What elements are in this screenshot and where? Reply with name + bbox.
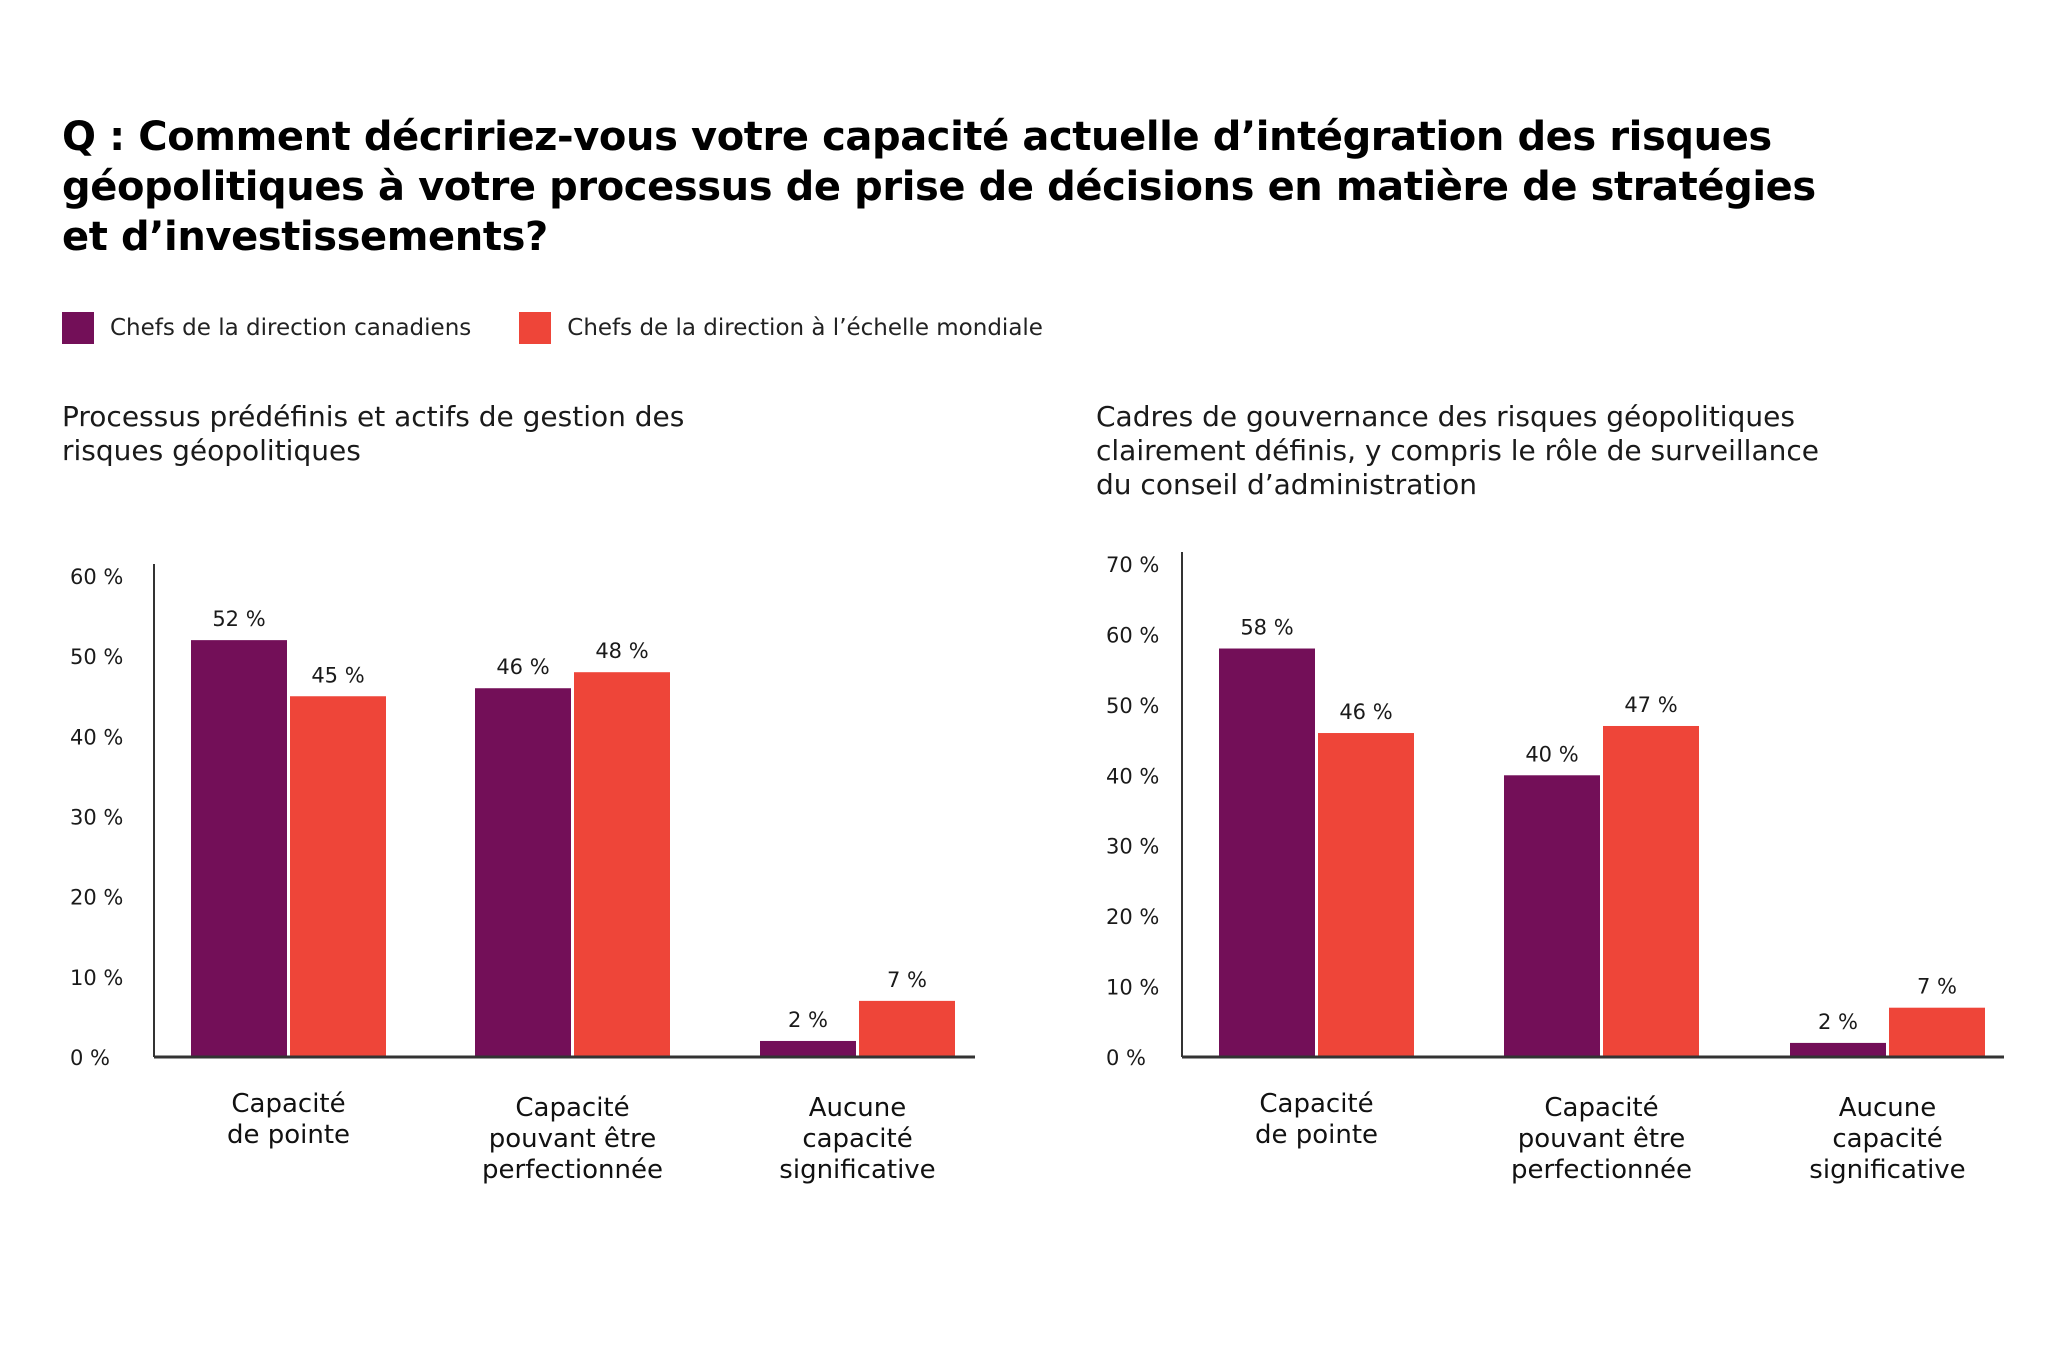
title-line: géopolitiques à votre processus de prise… xyxy=(62,164,1816,210)
y-tick-label: 20 % xyxy=(1106,905,1159,929)
value-label: 2 % xyxy=(788,1008,828,1032)
y-tick-label: 30 % xyxy=(70,806,123,830)
value-label: 7 % xyxy=(1917,975,1957,999)
value-label: 58 % xyxy=(1240,616,1293,640)
bar-canadian xyxy=(1790,1042,1886,1057)
x-category-label-line: Capacité xyxy=(515,1093,629,1123)
subtitle-line: risques géopolitiques xyxy=(62,434,361,467)
y-tick-label: 60 % xyxy=(70,565,123,589)
legend-swatch-canadian xyxy=(62,312,94,344)
bar-canadian xyxy=(1219,648,1315,1057)
bar-canadian xyxy=(1504,775,1600,1057)
subtitle-line: clairement définis, y compris le rôle de… xyxy=(1096,434,1819,467)
legend-label: Chefs de la direction canadiens xyxy=(110,315,472,341)
legend-item-canadian: Chefs de la direction canadiens xyxy=(62,312,471,344)
bar-global xyxy=(290,696,386,1057)
x-category-label-line: de pointe xyxy=(227,1120,350,1150)
x-category-label-line: Capacité xyxy=(231,1089,345,1119)
value-label: 7 % xyxy=(887,968,927,992)
bar-canadian xyxy=(475,688,571,1057)
subtitle-line: Cadres de gouvernance des risques géopol… xyxy=(1096,400,1795,433)
y-tick-label: 10 % xyxy=(70,966,123,990)
x-category-label-line: significative xyxy=(1809,1155,1965,1185)
x-category-label: Aucune capacité significative xyxy=(779,1093,935,1185)
subtitle-line: du conseil d’administration xyxy=(1096,468,1478,501)
x-category-label-line: capacité xyxy=(1832,1124,1942,1154)
y-tick-label: 0 % xyxy=(1106,1046,1146,1070)
x-category-label-line: significative xyxy=(779,1155,935,1185)
y-tick-label: 40 % xyxy=(1106,764,1159,788)
chart-subtitle-right: Cadres de gouvernance des risques géopol… xyxy=(1096,400,1819,502)
bar-canadian xyxy=(760,1040,856,1057)
bar-global xyxy=(1889,1007,1985,1057)
x-category-label-line: de pointe xyxy=(1255,1120,1378,1150)
chart-legend: Chefs de la direction canadiens Chefs de… xyxy=(62,312,1091,344)
x-category-label: Aucune capacité significative xyxy=(1809,1093,1965,1185)
bar-global xyxy=(574,672,670,1057)
title-line: et d’investissements? xyxy=(62,214,548,260)
x-category-label-line: Capacité xyxy=(1544,1093,1658,1123)
x-category-label-line: capacité xyxy=(802,1124,912,1154)
title-line: Q : Comment décririez-vous votre capacit… xyxy=(62,114,1772,160)
x-category-label-line: pouvant être xyxy=(489,1124,656,1154)
chart-subtitle-left: Processus prédéfinis et actifs de gestio… xyxy=(62,400,684,468)
y-tick-label: 0 % xyxy=(70,1046,110,1070)
legend-label: Chefs de la direction à l’échelle mondia… xyxy=(567,315,1043,341)
value-label: 46 % xyxy=(1339,700,1392,724)
value-label: 40 % xyxy=(1525,742,1578,766)
x-category-label: Capacité pouvant être perfectionnée xyxy=(1511,1093,1692,1185)
value-label: 47 % xyxy=(1624,693,1677,717)
value-label: 48 % xyxy=(595,639,648,663)
legend-item-global: Chefs de la direction à l’échelle mondia… xyxy=(519,312,1043,344)
value-label: 52 % xyxy=(212,607,265,631)
subtitle-line: Processus prédéfinis et actifs de gestio… xyxy=(62,400,685,433)
y-tick-label: 70 % xyxy=(1106,553,1159,577)
bar-chart-left: 0 % 10 % 20 % 30 % 40 % 50 % 60 % 52 % 46 % 2 % 45… xyxy=(70,564,975,1185)
x-category-label: Capacité de pointe xyxy=(227,1089,350,1150)
value-label: 46 % xyxy=(496,655,549,679)
x-category-label-line: Capacité xyxy=(1259,1089,1373,1119)
bar-global xyxy=(1603,725,1699,1057)
y-tick-label: 20 % xyxy=(70,886,123,910)
x-category-label-line: Aucune xyxy=(809,1093,907,1123)
page-title: Q : Comment décririez-vous votre capacit… xyxy=(62,112,1962,262)
y-tick-label: 50 % xyxy=(1106,694,1159,718)
x-category-label-line: Aucune xyxy=(1839,1093,1937,1123)
y-tick-label: 60 % xyxy=(1106,623,1159,647)
y-tick-label: 50 % xyxy=(70,645,123,669)
y-tick-label: 30 % xyxy=(1106,835,1159,859)
y-tick-label: 10 % xyxy=(1106,976,1159,1000)
bar-global xyxy=(1318,733,1414,1057)
x-category-label-line: perfectionnée xyxy=(1511,1155,1692,1185)
bar-global xyxy=(859,1000,955,1057)
x-category-label: Capacité pouvant être perfectionnée xyxy=(482,1093,663,1185)
legend-swatch-global xyxy=(519,312,552,344)
x-category-label: Capacité de pointe xyxy=(1255,1089,1378,1150)
x-category-label-line: perfectionnée xyxy=(482,1155,663,1185)
value-label: 45 % xyxy=(311,663,364,687)
bar-canadian xyxy=(191,640,287,1057)
value-label: 2 % xyxy=(1818,1010,1858,1034)
y-tick-label: 40 % xyxy=(70,725,123,749)
x-category-label-line: pouvant être xyxy=(1518,1124,1685,1154)
